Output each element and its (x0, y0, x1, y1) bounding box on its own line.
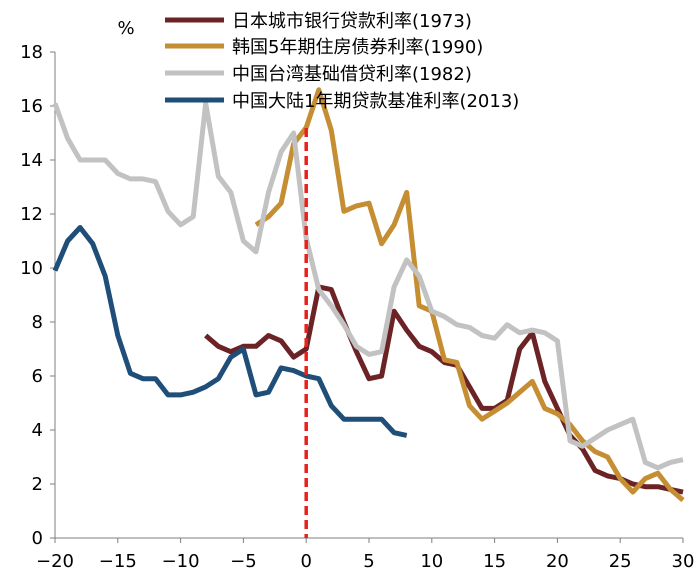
y-tick-label: 0 (32, 528, 43, 549)
x-tick-label: −10 (162, 551, 200, 572)
x-tick-label: −15 (99, 551, 137, 572)
legend-label-2: 中国台湾基础借贷利率(1982) (232, 64, 472, 85)
x-tick-label: 30 (672, 551, 695, 572)
y-tick-label: 4 (32, 420, 43, 441)
y-tick-label: 18 (20, 42, 43, 63)
series-line-3 (52, 225, 408, 438)
axes: 0 2 4 6 8 10 12 14 16 18 −20 −15 −10 −5 0 5 10 15 20 25 30 (20, 42, 694, 572)
x-tick-label: 25 (609, 551, 632, 572)
series-line-1 (254, 87, 685, 503)
legend-label-0: 日本城市银行贷款利率(1973) (232, 11, 472, 32)
y-tick-label: 8 (32, 312, 43, 333)
y-axis-unit: % (117, 18, 134, 39)
series-layer (52, 87, 685, 503)
series-line-2 (52, 100, 684, 471)
legend-label-1: 韩国5年期住房债券利率(1990) (232, 37, 483, 58)
x-tick-label: 10 (420, 551, 443, 572)
y-tick-label: 14 (20, 150, 43, 171)
x-tick-label: 20 (546, 551, 569, 572)
legend-label-3: 中国大陆1年期贷款基准利率(2013) (232, 91, 519, 112)
y-tick-label: 2 (32, 474, 43, 495)
x-tick-label: 15 (483, 551, 506, 572)
y-tick-label: 6 (32, 366, 43, 387)
series-line-0 (204, 284, 684, 495)
y-tick-label: 12 (20, 204, 43, 225)
x-tick-label: −20 (36, 551, 74, 572)
x-tick-label: −5 (230, 551, 257, 572)
y-tick-label: 16 (20, 96, 43, 117)
y-tick-label: 10 (20, 258, 43, 279)
x-tick-label: 0 (300, 551, 311, 572)
x-tick-label: 5 (363, 551, 374, 572)
legend: 日本城市银行贷款利率(1973) 韩国5年期住房债券利率(1990) 中国台湾基础借… (165, 11, 519, 112)
